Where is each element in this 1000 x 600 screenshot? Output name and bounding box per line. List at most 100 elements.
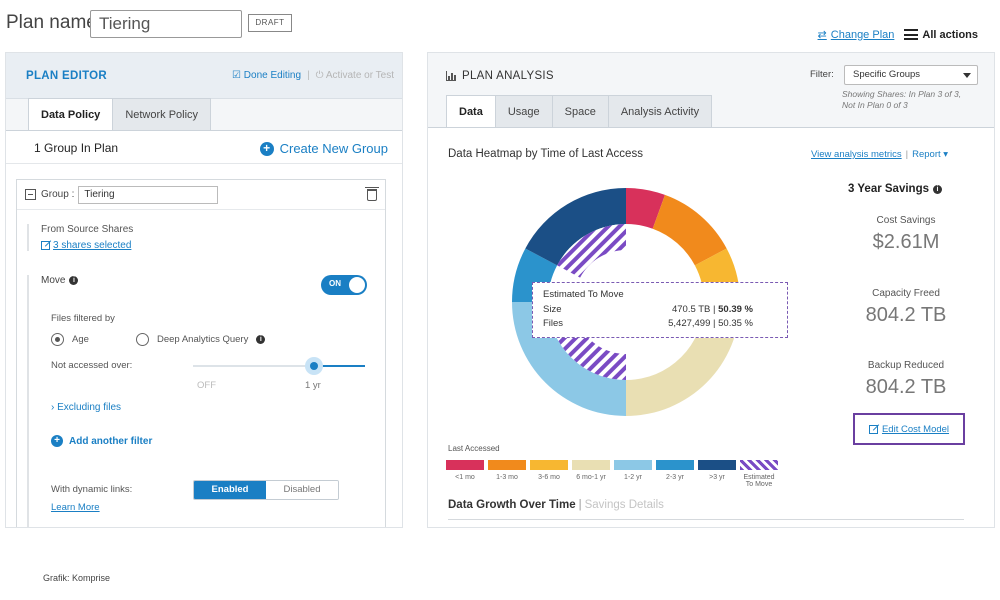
disabled-option[interactable]: Disabled [266, 481, 338, 499]
growth-title[interactable]: Data Growth Over Time [448, 499, 576, 511]
edit-cost-label: Edit Cost Model [881, 423, 950, 435]
savings-title: 3 Year Savings [848, 183, 929, 195]
donut-segment[interactable] [525, 188, 626, 266]
plan-name-input[interactable]: Tiering [90, 10, 242, 38]
learn-more-link[interactable]: Learn More [51, 502, 100, 513]
radio-query-row[interactable]: Deep Analytics Query i [136, 333, 266, 346]
cost-savings-value: $2.61M [872, 231, 940, 253]
change-plan-link[interactable]: ⇄ Change Plan [817, 28, 895, 42]
divider [6, 163, 402, 164]
legend-label: 1-2 yr [624, 474, 642, 481]
excluding-files-link[interactable]: › Excluding files [51, 402, 121, 413]
heatmap-title: Data Heatmap by Time of Last Access [448, 148, 643, 160]
view-metrics-link[interactable]: View analysis metrics [811, 149, 902, 160]
donut-segment[interactable] [626, 188, 665, 229]
tab-data-policy[interactable]: Data Policy [28, 98, 114, 130]
add-filter-button[interactable]: + Add another filter [51, 435, 152, 447]
move-section: Move i ON Files filtered by Age Deep Ana… [27, 275, 375, 527]
plan-analysis-title: PLAN ANALYSIS [462, 70, 554, 82]
filter-hint-line-2: Not In Plan 0 of 3 [842, 100, 908, 110]
donut-segment[interactable] [652, 194, 727, 266]
swap-arrows-icon: ⇄ [817, 29, 827, 41]
report-label: Report [912, 149, 941, 160]
legend-swatch [614, 460, 652, 470]
slider-min-label: OFF [197, 380, 216, 391]
filter-select[interactable]: Specific Groups [844, 65, 978, 85]
enabled-option[interactable]: Enabled [194, 481, 266, 499]
slider-value-label: 1 yr [305, 380, 321, 391]
chevron-down-icon [963, 73, 971, 78]
legend-label: 1-3 mo [496, 474, 518, 481]
savings-title-row: 3 Year Savings i [848, 183, 942, 195]
growth-title-row: Data Growth Over Time | Savings Details [448, 499, 664, 511]
info-icon[interactable]: i [69, 276, 79, 285]
tab-analysis-activity[interactable]: Analysis Activity [607, 95, 713, 127]
report-dropdown[interactable]: Report ▾ [912, 149, 949, 160]
legend-label: Estimated To Move [743, 474, 775, 488]
change-plan-label: Change Plan [830, 28, 895, 41]
age-slider-fill [313, 365, 365, 367]
radio-query-label: Deep Analytics Query [157, 334, 249, 345]
shares-selected-link[interactable]: 3 shares selected [41, 240, 375, 251]
legend-label: <1 mo [455, 474, 475, 481]
source-shares-section: From Source Shares 3 shares selected [27, 224, 375, 251]
age-slider-thumb[interactable] [305, 357, 323, 375]
plus-circle-icon: + [51, 435, 63, 447]
radio-deep-query[interactable] [136, 333, 149, 346]
done-editing-button[interactable]: ☑ Done Editing [232, 70, 302, 81]
tab-data[interactable]: Data [446, 95, 496, 127]
collapse-icon[interactable] [25, 189, 36, 200]
move-toggle[interactable]: ON [321, 275, 367, 295]
dynamic-links-toggle[interactable]: Enabled Disabled [193, 480, 339, 500]
all-actions-button[interactable]: All actions [904, 29, 978, 41]
plan-editor-header: PLAN EDITOR ☑ Done Editing | ⏻ Activate … [6, 53, 402, 99]
toggle-label: ON [329, 279, 341, 288]
backup-reduced-value: 804.2 TB [865, 376, 947, 398]
legend-label: 2-3 yr [666, 474, 684, 481]
legend-item: >3 yr [698, 460, 736, 488]
legend-label: >3 yr [709, 474, 725, 481]
tooltip-size-value-group: 470.5 TB | 50.39 % [671, 304, 753, 315]
legend-item: 2-3 yr [656, 460, 694, 488]
capacity-freed-value: 804.2 TB [865, 304, 947, 326]
source-shares-title: From Source Shares [41, 224, 134, 235]
top-actions: ⇄ Change Plan All actions [817, 28, 978, 42]
edit-cost-model-button[interactable]: Edit Cost Model [853, 413, 965, 445]
legend-swatch [740, 460, 778, 470]
capacity-freed-label: Capacity Freed [872, 288, 940, 299]
legend-swatch [446, 460, 484, 470]
plan-analysis-title-row: PLAN ANALYSIS [446, 70, 554, 82]
legend-item: <1 mo [446, 460, 484, 488]
tab-network-policy[interactable]: Network Policy [112, 98, 212, 130]
group-card: Group : Tiering From Source Shares 3 sha… [16, 179, 386, 527]
editor-tabs: Data Policy Network Policy [6, 98, 402, 130]
radio-age-row[interactable]: Age [51, 333, 89, 346]
add-filter-label: Add another filter [69, 435, 153, 447]
dynamic-links-label: With dynamic links: [51, 484, 133, 495]
info-icon[interactable]: i [256, 335, 266, 344]
radio-age[interactable] [51, 333, 64, 346]
tab-space[interactable]: Space [551, 95, 609, 127]
age-slider-track[interactable] [193, 365, 365, 367]
activate-button[interactable]: ⏻ Activate or Test [315, 70, 394, 81]
info-icon[interactable]: i [932, 184, 942, 194]
tab-usage[interactable]: Usage [494, 95, 553, 127]
legend-label: 3-6 mo [538, 474, 560, 481]
tooltip-files-label: Files [543, 318, 564, 329]
legend-swatch [698, 460, 736, 470]
group-count: 1 Group In Plan [34, 141, 119, 155]
data-policy-body: 1 Group In Plan + Create New Group Group… [6, 130, 402, 527]
tooltip-size-value: 470.5 TB [671, 304, 711, 315]
image-credit: Grafik: Komprise [43, 573, 111, 583]
bar-chart-icon [446, 71, 456, 81]
trash-icon[interactable] [365, 186, 379, 201]
group-name-input[interactable]: Tiering [78, 185, 219, 204]
heatmap-legend: <1 mo 1-3 mo 3-6 mo 6 mo-1 yr 1-2 yr 2-3 yr >3… [446, 460, 778, 488]
estimated-move-segment[interactable] [557, 224, 626, 278]
legend-swatch [488, 460, 526, 470]
all-actions-label: All actions [922, 28, 978, 41]
create-group-button[interactable]: + Create New Group [259, 141, 388, 156]
last-accessed-label: Last Accessed [448, 444, 500, 453]
excluding-files-label: Excluding files [57, 402, 122, 413]
savings-details-tab[interactable]: Savings Details [584, 499, 664, 511]
